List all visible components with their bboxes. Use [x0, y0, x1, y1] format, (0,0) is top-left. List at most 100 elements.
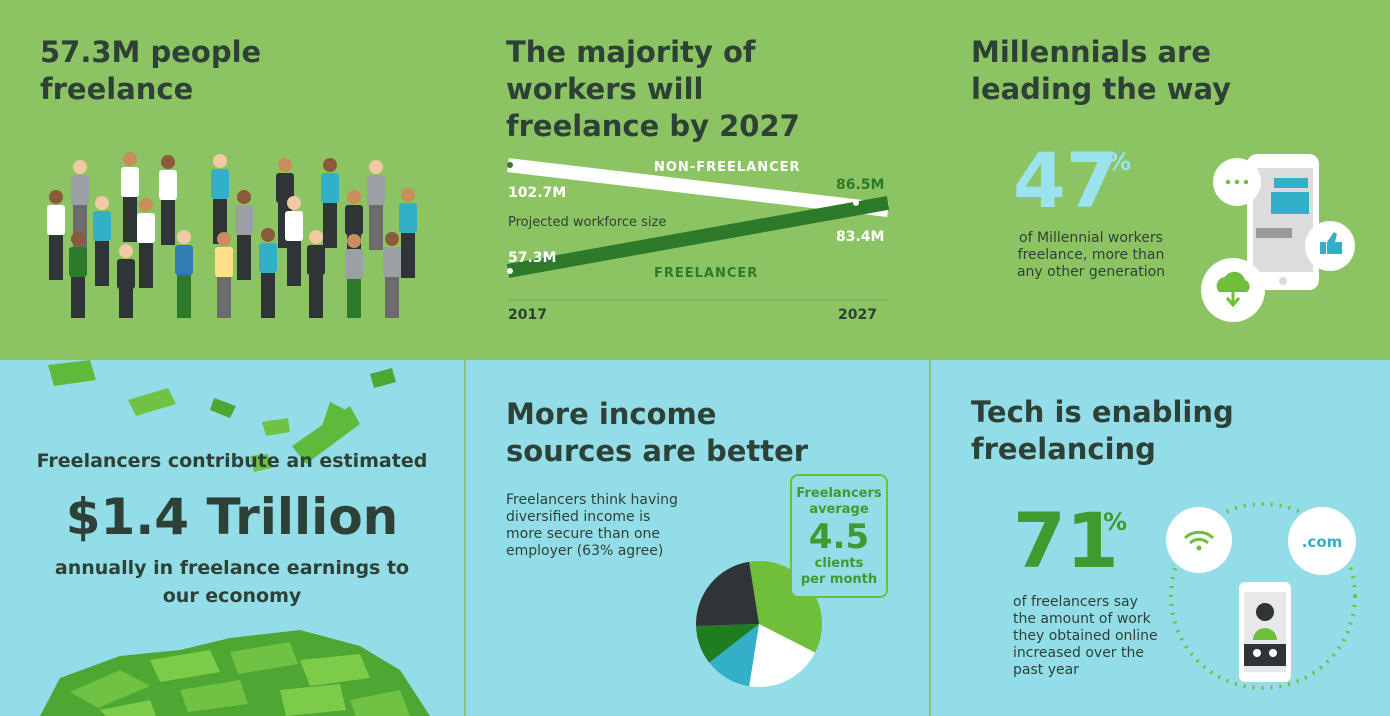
income-desc-line3: more secure than one: [506, 526, 661, 542]
workforce-axis-label: Projected workforce size: [508, 215, 666, 230]
person-figure: [117, 244, 135, 318]
majority-title-line1: The majority of: [506, 35, 756, 69]
person-figure: [259, 228, 277, 318]
phone-video-call-icon: [1239, 582, 1291, 682]
freelance-count-title: 57.3M people freelance: [40, 34, 261, 108]
freelancer-series-label: FREELANCER: [654, 266, 758, 281]
tech-desc-line5: past year: [1013, 662, 1079, 678]
millennials-title-line1: Millennials are: [971, 35, 1211, 69]
person-figure: [93, 196, 111, 286]
millennials-desc-line2: freelance, more than: [1017, 247, 1165, 263]
tech-description: of freelancers say the amount of work th…: [1013, 594, 1158, 679]
phone-icon: [1247, 154, 1319, 290]
freelancer-end-point: [853, 199, 859, 206]
pie-slice-3: [709, 624, 759, 687]
person-figure: [321, 158, 339, 248]
majority-title-line2: workers will: [506, 72, 704, 106]
pie-slice-4: [696, 624, 759, 663]
person-figure: [285, 196, 303, 286]
dotcom-label: .com: [1302, 533, 1343, 551]
non-freelancer-end-point: [853, 207, 859, 214]
person-figure: [47, 190, 65, 280]
person-figure: [345, 234, 363, 318]
millennials-title-line2: leading the way: [971, 72, 1232, 106]
people-crowd-illustration: [47, 152, 417, 318]
badge-line2: average: [809, 502, 869, 517]
non-freelancer-2017-label: 102.7M: [508, 185, 566, 201]
falling-bills: [48, 360, 396, 472]
non-freelancer-2027-label: 83.4M: [836, 229, 884, 245]
income-title-line2: sources are better: [506, 434, 809, 468]
badge-line1: Freelancers: [796, 486, 882, 501]
tech-desc-line1: of freelancers say: [1013, 594, 1138, 610]
freelancer-2017-label: 57.3M: [508, 250, 556, 266]
person-figure: [69, 232, 87, 318]
network-dotted-ring: [1169, 502, 1357, 690]
economy-lead: Freelancers contribute an estimated: [36, 450, 428, 472]
tech-title-line1: Tech is enabling: [971, 395, 1234, 429]
income-description: Freelancers think having diversified inc…: [506, 492, 678, 560]
thumbs-up-icon: [1305, 221, 1355, 271]
millennials-panel: Millennials are leading the way 47 % of …: [931, 0, 1390, 358]
person-figure: [159, 155, 177, 245]
freelance-count-title-line2: freelance: [40, 72, 194, 106]
wifi-icon: [1166, 507, 1232, 573]
freelance-count-panel: 57.3M people freelance: [0, 0, 464, 358]
x-tick-2027: 2027: [838, 307, 877, 323]
income-title-line1: More income: [506, 397, 717, 431]
millennials-stat: 47: [1013, 136, 1119, 225]
economy-panel: Freelancers contribute an estimated $1.4…: [0, 360, 464, 716]
tech-desc-line3: they obtained online: [1013, 628, 1158, 644]
economy-tail: annually in freelance earnings to our ec…: [0, 554, 464, 610]
income-desc-line1: Freelancers think having: [506, 492, 678, 508]
millennials-desc-line1: of Millennial workers: [1019, 230, 1163, 246]
person-icon: [1253, 603, 1277, 640]
millennials-description: of Millennial workers freelance, more th…: [1013, 230, 1169, 281]
freelance-count-title-line1: 57.3M people: [40, 35, 262, 69]
badge-line3: clients: [814, 556, 864, 571]
person-figure: [71, 160, 89, 250]
pie-slice-5: [696, 561, 759, 626]
income-panel: More income sources are better Freelance…: [466, 360, 929, 716]
freelancer-start-point: [507, 267, 513, 274]
pie-slice-2: [749, 624, 816, 687]
freelancer-2027-label: 86.5M: [836, 177, 884, 193]
non-freelancer-series-label: NON-FREELANCER: [654, 160, 801, 175]
millennials-stat-unit: %: [1107, 148, 1132, 176]
tech-desc-line2: the amount of work: [1013, 611, 1151, 627]
tech-network-illustration: .com: [1166, 502, 1357, 690]
tech-stat-unit: %: [1103, 508, 1128, 536]
money-pile: [40, 630, 430, 716]
person-figure: [307, 230, 325, 318]
majority-panel: The majority of workers will freelance b…: [466, 0, 929, 358]
person-figure: [175, 230, 193, 318]
tech-panel: Tech is enabling freelancing 71 % of fre…: [931, 360, 1390, 716]
economy-tail-line2: our economy: [162, 585, 302, 607]
freelancer-line: [506, 195, 890, 278]
workforce-line-chart: NON-FREELANCER FREELANCER 102.7M 83.4M 5…: [506, 158, 890, 323]
person-figure: [137, 198, 155, 288]
economy-amount: $1.4 Trillion: [65, 488, 399, 546]
person-figure: [399, 188, 417, 278]
non-freelancer-line: [507, 158, 889, 218]
non-freelancer-start-point: [507, 162, 513, 169]
tech-title: Tech is enabling freelancing: [971, 394, 1234, 468]
majority-title-line3: freelance by 2027: [506, 109, 800, 143]
tech-title-line2: freelancing: [971, 432, 1156, 466]
badge-line4: per month: [800, 572, 878, 587]
clients-badge: Freelancers average 4.5 clients per mont…: [790, 474, 888, 598]
majority-title: The majority of workers will freelance b…: [506, 34, 800, 145]
economy-tail-line1: annually in freelance earnings to: [54, 557, 410, 579]
badge-value: 4.5: [808, 517, 870, 557]
money-rain-illustration: [40, 360, 430, 716]
tech-desc-line4: increased over the: [1013, 645, 1144, 661]
cloud-download-icon: [1201, 258, 1265, 322]
income-desc-line2: diversified income is: [506, 509, 651, 525]
chat-icon: [1213, 158, 1261, 206]
person-figure: [215, 232, 233, 318]
person-figure: [367, 160, 385, 250]
millennials-title: Millennials are leading the way: [971, 34, 1231, 108]
person-figure: [211, 154, 229, 244]
people-group: [47, 152, 417, 318]
person-figure: [235, 190, 253, 280]
